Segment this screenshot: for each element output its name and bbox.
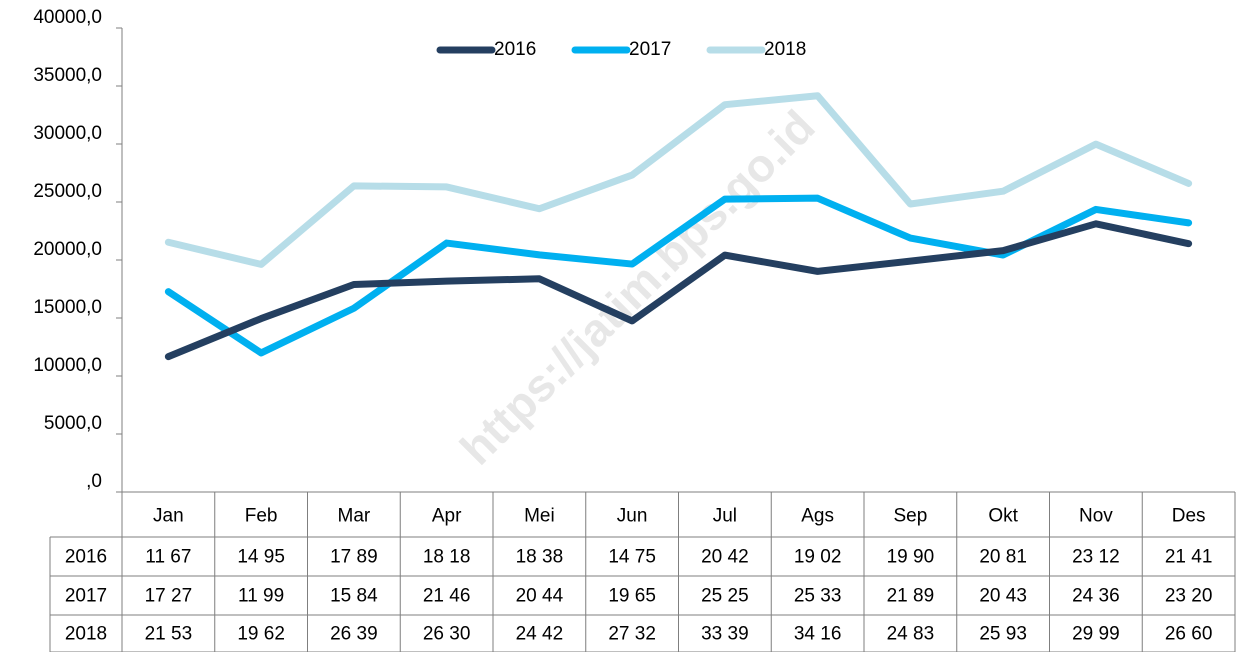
x-tick-label: Des xyxy=(1172,506,1206,527)
watermark: https://jatim.bps.go.id xyxy=(450,100,825,475)
table-cell: 18 38 xyxy=(516,547,564,568)
table-cell: 14 75 xyxy=(608,547,656,568)
table-cell: 24 42 xyxy=(516,624,564,645)
x-tick-label: Mar xyxy=(338,506,371,527)
x-tick-label: Jun xyxy=(617,506,648,527)
table-cell: 17 27 xyxy=(145,586,193,607)
table-cell: 26 39 xyxy=(330,624,378,645)
table-cell: 26 60 xyxy=(1165,624,1213,645)
table-cell: 23 20 xyxy=(1165,586,1213,607)
table-row-label: 2018 xyxy=(65,624,107,645)
series-line xyxy=(164,92,1193,268)
table-cell: 29 99 xyxy=(1072,624,1120,645)
x-tick-label: Sep xyxy=(893,506,927,527)
y-tick-label: 25000,0 xyxy=(33,181,102,202)
y-tick-label: 15000,0 xyxy=(33,297,102,318)
legend-label: 2018 xyxy=(764,39,806,60)
y-tick-label: ,0 xyxy=(86,471,102,492)
table-cell: 19 90 xyxy=(887,547,935,568)
table-cell: 15 84 xyxy=(330,586,378,607)
table-cell: 17 89 xyxy=(330,547,378,568)
table-cell: 34 16 xyxy=(794,624,842,645)
legend-label: 2017 xyxy=(629,39,671,60)
x-tick-label: Ags xyxy=(801,506,834,527)
table-cell: 20 43 xyxy=(979,586,1027,607)
x-tick-label: Jul xyxy=(713,506,737,527)
table-cell: 14 95 xyxy=(237,547,285,568)
table-cell: 25 93 xyxy=(979,624,1027,645)
y-tick-label: 30000,0 xyxy=(33,123,102,144)
table-cell: 20 42 xyxy=(701,547,749,568)
table-cell: 23 12 xyxy=(1072,547,1120,568)
y-tick-label: 20000,0 xyxy=(33,239,102,260)
legend-label: 2016 xyxy=(494,39,536,60)
x-tick-label: Okt xyxy=(988,506,1018,527)
table-cell: 11 99 xyxy=(238,586,284,607)
table-cell: 11 67 xyxy=(145,547,191,568)
y-tick-label: 10000,0 xyxy=(33,355,102,376)
table-cell: 27 32 xyxy=(608,624,656,645)
y-tick-label: 5000,0 xyxy=(44,413,102,434)
table-cell: 19 62 xyxy=(237,624,285,645)
table-cell: 20 44 xyxy=(516,586,564,607)
table-cell: 25 33 xyxy=(794,586,842,607)
table-cell: 33 39 xyxy=(701,624,749,645)
table-cell: 25 25 xyxy=(701,586,749,607)
table-cell: 21 89 xyxy=(887,586,935,607)
table-cell: 26 30 xyxy=(423,624,471,645)
series-line xyxy=(164,220,1193,361)
table-row-label: 2016 xyxy=(65,547,107,568)
table-row-label: 2017 xyxy=(65,586,107,607)
x-tick-label: Apr xyxy=(432,506,462,527)
x-tick-label: Nov xyxy=(1079,506,1113,527)
table-cell: 19 65 xyxy=(608,586,656,607)
x-tick-label: Jan xyxy=(153,506,184,527)
table-cell: 24 83 xyxy=(887,624,935,645)
table-cell: 21 53 xyxy=(145,624,193,645)
table-cell: 21 46 xyxy=(423,586,471,607)
x-tick-label: Mei xyxy=(524,506,555,527)
table-cell: 18 18 xyxy=(423,547,471,568)
table-cell: 24 36 xyxy=(1072,586,1120,607)
y-tick-label: 35000,0 xyxy=(33,65,102,86)
table-cell: 19 02 xyxy=(794,547,842,568)
table-cell: 21 41 xyxy=(1165,547,1213,568)
y-tick-label: 40000,0 xyxy=(33,7,102,28)
x-tick-label: Feb xyxy=(245,506,278,527)
table-cell: 20 81 xyxy=(979,547,1027,568)
